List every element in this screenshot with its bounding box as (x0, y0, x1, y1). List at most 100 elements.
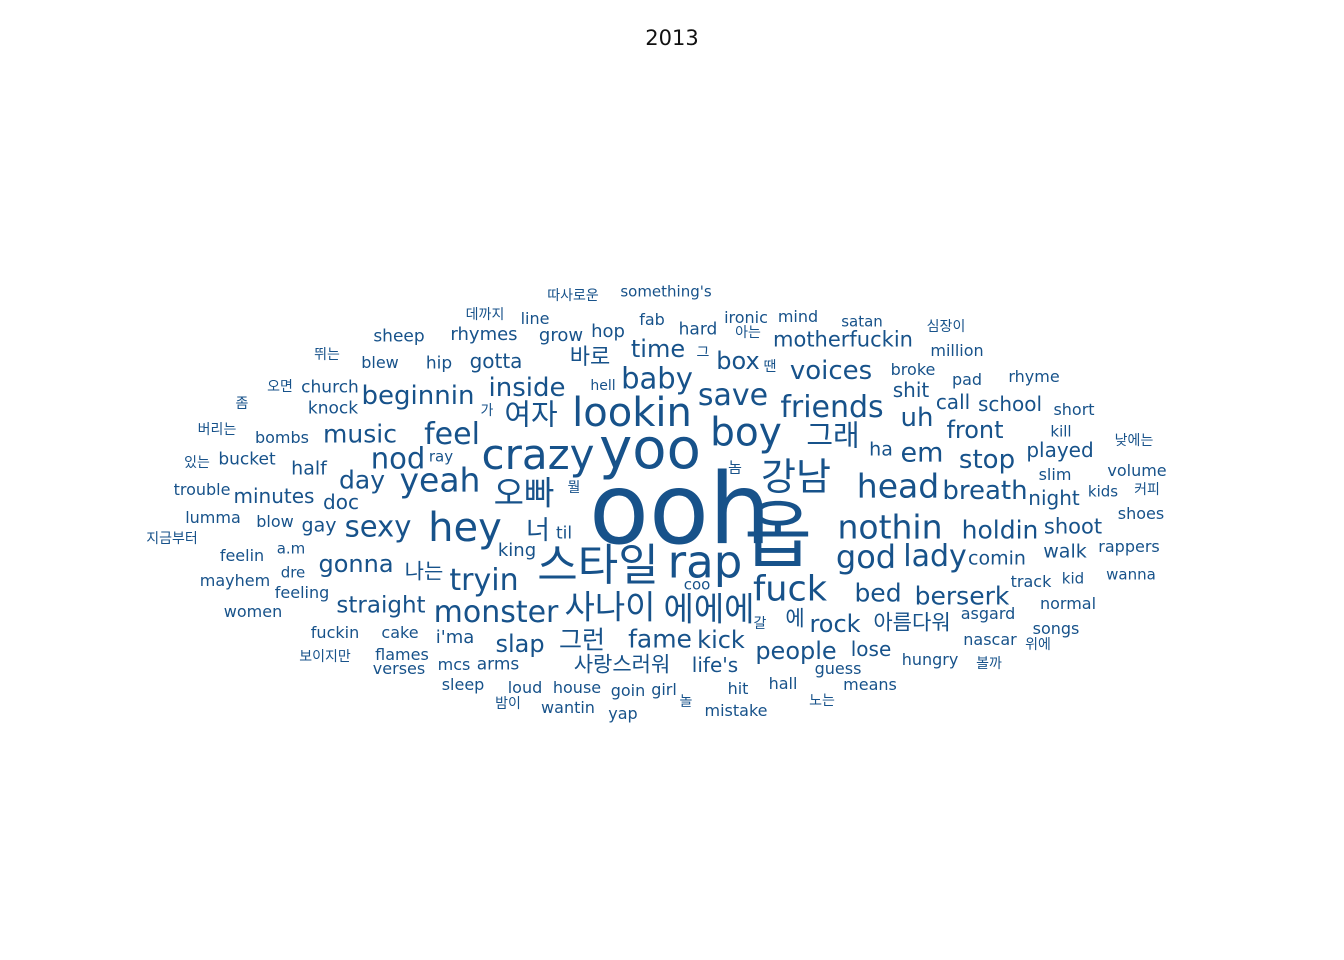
cloud-word: 볼까 (976, 656, 1002, 672)
cloud-word: 낮에는 (1114, 433, 1154, 449)
cloud-word: sleep (441, 675, 485, 694)
cloud-word: 커피 (1134, 482, 1160, 498)
cloud-word: crazy (481, 430, 595, 479)
cloud-word: god (835, 538, 897, 576)
cloud-word: rhymes (450, 324, 518, 345)
cloud-word: monster (433, 595, 559, 630)
cloud-word: yap (608, 704, 638, 723)
cloud-word: track (1010, 572, 1052, 591)
cloud-word: yeah (399, 460, 481, 500)
cloud-word: box (716, 347, 760, 375)
cloud-word: arms (476, 654, 520, 675)
cloud-word: hip (425, 353, 453, 374)
cloud-word: coo (683, 575, 711, 594)
cloud-word: motherfuckin (773, 327, 913, 352)
cloud-word: 좀 (235, 396, 249, 412)
cloud-word: ironic (724, 308, 768, 327)
cloud-word: lady (903, 539, 967, 574)
cloud-word: uh (900, 403, 934, 433)
cloud-word: breath (942, 476, 1028, 506)
cloud-word: slap (495, 630, 545, 658)
cloud-word: 스타일 (537, 540, 659, 591)
cloud-word: time (630, 335, 686, 363)
cloud-word: fuck (752, 569, 828, 610)
cloud-word: blew (361, 353, 399, 372)
cloud-word: asgard (960, 604, 1016, 623)
cloud-word: 그런 (558, 625, 606, 655)
cloud-word: kill (1050, 422, 1072, 441)
cloud-word: stop (958, 445, 1016, 475)
cloud-word: trouble (173, 480, 231, 499)
cloud-word: 보이지만 (299, 649, 351, 665)
cloud-word: bombs (254, 428, 310, 447)
cloud-word: hit (727, 679, 749, 698)
cloud-word: kid (1061, 569, 1085, 588)
cloud-word: gay (301, 514, 337, 537)
cloud-word: mcs (437, 655, 471, 674)
cloud-word: yoo (599, 417, 701, 482)
cloud-word: 위에 (1025, 637, 1051, 653)
cloud-word: beginnin (361, 381, 475, 411)
cloud-word: 가 (480, 403, 494, 419)
cloud-word: rap (667, 535, 743, 589)
cloud-word: people (755, 637, 837, 665)
cloud-word: cake (381, 623, 419, 642)
cloud-word: 사나이 (564, 587, 656, 627)
cloud-word: 따사로운 (547, 288, 599, 304)
cloud-word: feelin (219, 546, 265, 565)
cloud-word: 에에에 (663, 589, 755, 629)
cloud-word: satan (841, 312, 883, 331)
cloud-word: short (1053, 400, 1095, 419)
cloud-word: slim (1038, 465, 1072, 484)
cloud-word: night (1028, 486, 1080, 510)
cloud-word: friends (780, 390, 884, 425)
cloud-word: fab (639, 310, 665, 329)
cloud-word: loud (507, 678, 543, 697)
cloud-word: normal (1039, 594, 1097, 613)
cloud-word: 그래 (806, 418, 860, 453)
cloud-word: 에 (785, 606, 805, 631)
cloud-word: goin (610, 681, 646, 700)
cloud-word: rappers (1098, 537, 1160, 556)
cloud-word: 노는 (809, 693, 835, 709)
cloud-word: fame (628, 624, 692, 654)
cloud-word: line (520, 309, 550, 328)
cloud-word: 뭘 (567, 480, 581, 496)
cloud-word: shoes (1117, 504, 1165, 523)
cloud-word: gotta (469, 349, 523, 373)
cloud-word: 밤이 (495, 696, 521, 712)
cloud-word: 여자 (504, 397, 558, 432)
cloud-word: church (301, 377, 359, 398)
cloud-word: 그 (696, 345, 710, 361)
cloud-word: 오면 (267, 379, 293, 395)
cloud-word: 있는 (184, 455, 210, 471)
cloud-word: 갈 (753, 616, 767, 632)
cloud-word: baby (621, 361, 693, 396)
cloud-word: til (555, 523, 573, 544)
cloud-word: i'ma (435, 627, 475, 648)
cloud-word: head (856, 466, 940, 506)
cloud-word: nascar (963, 630, 1017, 649)
cloud-word: volume (1107, 461, 1167, 480)
cloud-word: rock (809, 610, 861, 638)
cloud-word: straight (336, 592, 426, 619)
cloud-word: nothin (837, 507, 943, 547)
cloud-word: feeling (274, 583, 330, 602)
cloud-word: 심장이 (926, 319, 966, 335)
cloud-word: boy (710, 410, 782, 456)
cloud-word: berserk (914, 581, 1010, 611)
cloud-word: gonna (318, 550, 394, 578)
cloud-word: grow (538, 325, 584, 346)
chart-title: 2013 (645, 26, 699, 50)
cloud-word: inside (488, 373, 566, 403)
cloud-word: played (1026, 438, 1094, 462)
cloud-word: voices (789, 356, 873, 386)
cloud-word: hey (428, 505, 502, 551)
cloud-word: 놈 (728, 458, 742, 477)
cloud-word: ray (428, 447, 454, 466)
cloud-word: lumma (185, 508, 241, 527)
cloud-word: pad (951, 370, 983, 389)
cloud-word: 옵 (743, 493, 813, 579)
cloud-word: something's (620, 282, 712, 301)
